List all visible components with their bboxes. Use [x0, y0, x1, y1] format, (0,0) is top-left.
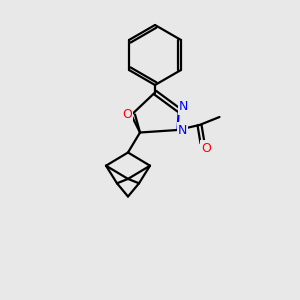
Text: O: O [122, 109, 132, 122]
Text: N: N [178, 124, 187, 136]
Text: N: N [179, 100, 188, 113]
Text: O: O [202, 142, 212, 154]
